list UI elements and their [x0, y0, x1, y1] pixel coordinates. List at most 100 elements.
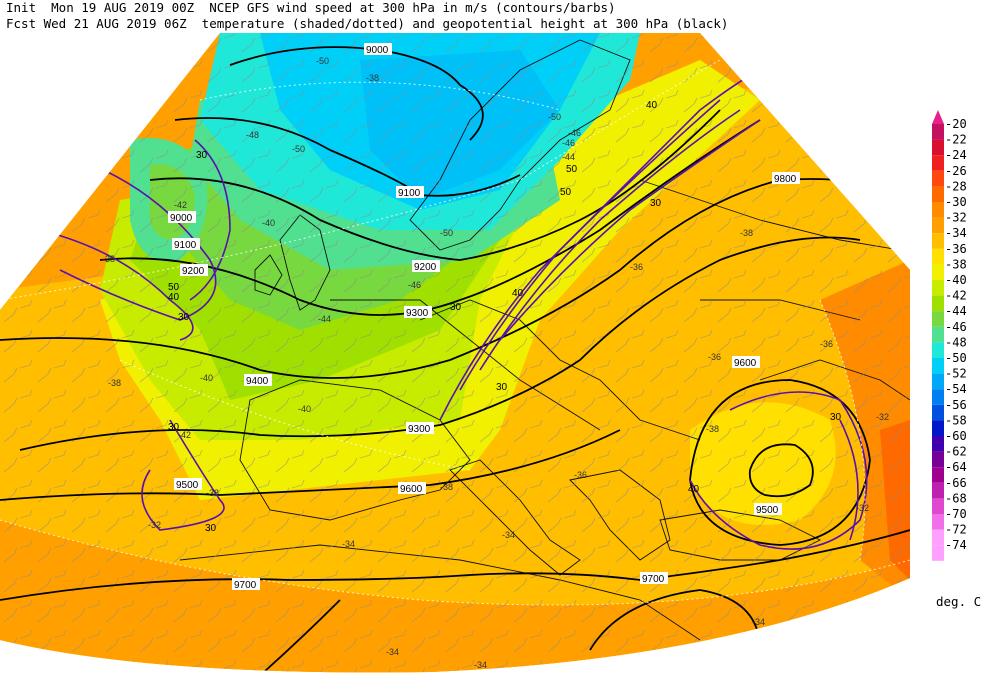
temp-label: -34	[474, 660, 487, 670]
legend-level-label: -68	[945, 491, 967, 505]
wind-label: 40	[512, 288, 524, 299]
legend-level-label: -38	[945, 257, 967, 271]
map-header: Init Mon 19 AUG 2019 00Z NCEP GFS wind s…	[6, 0, 728, 32]
temp-label: -34	[502, 530, 515, 540]
height-label: 9200	[414, 262, 437, 273]
height-label: 9000	[366, 45, 389, 56]
legend-swatch	[932, 311, 944, 327]
temp-label: -36	[708, 352, 721, 362]
legend-level-label: -66	[945, 476, 967, 490]
height-label: 9600	[400, 484, 423, 495]
wind-label: 30	[496, 382, 508, 393]
legend-swatch	[932, 482, 944, 499]
height-label: 9500	[756, 505, 779, 516]
temp-label: -34	[342, 539, 355, 549]
temp-label: -36	[630, 262, 643, 272]
temp-label: -38	[706, 424, 719, 434]
temp-label: -38	[440, 482, 453, 492]
temp-label: -38	[108, 378, 121, 388]
legend-level-label: -70	[945, 507, 967, 521]
legend-level-label: -50	[945, 351, 967, 365]
temp-label: -38	[102, 254, 115, 264]
wind-label: 30	[168, 422, 180, 433]
height-label: 9000	[170, 213, 193, 224]
temp-label: -44	[562, 152, 575, 162]
legend-swatch	[932, 451, 944, 468]
header-line-init: Init Mon 19 AUG 2019 00Z NCEP GFS wind s…	[6, 0, 616, 15]
legend-swatch	[932, 342, 944, 358]
height-label: 9800	[774, 174, 797, 185]
wind-label: 30	[196, 150, 208, 161]
height-label: 9200	[182, 266, 205, 277]
legend-swatch	[932, 373, 944, 390]
legend-level-label: -56	[945, 398, 967, 412]
legend-swatch	[932, 295, 944, 312]
legend-level-label: -28	[945, 179, 967, 193]
legend-swatch	[932, 358, 944, 374]
legend-level-label: -40	[945, 273, 967, 287]
legend-level-label: -74	[945, 538, 967, 552]
wind-labels: 30 30 30 30 30 30 30 30 40 40 40 40 50 5…	[168, 100, 842, 534]
height-label: 9700	[642, 574, 665, 585]
temp-label: -42	[174, 200, 187, 210]
temp-label: -50	[548, 112, 561, 122]
temp-label: -38	[740, 228, 753, 238]
temp-label: -40	[262, 218, 275, 228]
temp-label: -32	[856, 503, 869, 513]
temp-label: -32	[148, 520, 161, 530]
temp-label: -40	[298, 404, 311, 414]
legend-swatch	[932, 264, 944, 280]
legend-level-label: -32	[945, 211, 967, 225]
temp-label: -44	[318, 314, 331, 324]
legend-swatch	[932, 404, 944, 421]
height-labels: 9000 9000 9100 9100 9200 9200 9300 9300 …	[168, 43, 800, 591]
temp-label: -50	[292, 144, 305, 154]
temp-label: -46	[408, 280, 421, 290]
legend-level-label: -54	[945, 382, 967, 396]
legend-level-label: -42	[945, 289, 967, 303]
temp-label: -32	[876, 412, 889, 422]
legend-level-label: -64	[945, 460, 967, 474]
height-label: 9700	[234, 580, 257, 591]
legend-swatch	[932, 326, 944, 343]
legend-swatch	[932, 170, 944, 187]
legend-level-label: -44	[945, 304, 967, 318]
legend-level-label: -60	[945, 429, 967, 443]
height-label: 9600	[734, 358, 757, 369]
wind-label: 50	[560, 187, 572, 198]
legend-level-label: -48	[945, 335, 967, 349]
temp-label: -46	[562, 138, 575, 148]
wind-contours	[39, 69, 868, 550]
legend-swatch	[932, 186, 944, 202]
legend-swatch	[932, 389, 944, 405]
height-label: 9400	[246, 376, 269, 387]
legend-swatch	[932, 248, 944, 265]
temperature-labels: -50 -38 -48 -50 -50 -46 -42 -44 -46 -40 …	[102, 56, 889, 670]
wind-label: 30	[178, 312, 190, 323]
legend-level-label: -22	[945, 133, 967, 147]
legend-level-label: -62	[945, 445, 967, 459]
legend-level-label: -72	[945, 523, 967, 537]
temp-label: -50	[316, 56, 329, 66]
legend-swatch	[932, 420, 944, 436]
wind-label: 40	[646, 100, 658, 111]
height-label: 9100	[174, 240, 197, 251]
temp-label: -40	[200, 373, 213, 383]
wind-label: 50	[168, 282, 180, 293]
legend-level-label: -24	[945, 148, 967, 162]
legend-swatch	[932, 233, 944, 249]
height-label: 9300	[408, 424, 431, 435]
header-line-forecast: Fcst Wed 21 AUG 2019 06Z temperature (sh…	[6, 16, 729, 31]
wind-label: 50	[566, 164, 578, 175]
temp-label: -48	[246, 130, 259, 140]
legend-swatch	[932, 529, 944, 546]
temperature-isolines	[0, 59, 910, 606]
legend-swatch	[932, 217, 944, 234]
legend-level-label: -52	[945, 367, 967, 381]
temp-label: -34	[752, 617, 765, 627]
temp-label: -38	[366, 73, 379, 83]
wind-label: 30	[205, 523, 217, 534]
wind-label: 40	[168, 292, 180, 303]
legend-arrow	[932, 110, 944, 124]
